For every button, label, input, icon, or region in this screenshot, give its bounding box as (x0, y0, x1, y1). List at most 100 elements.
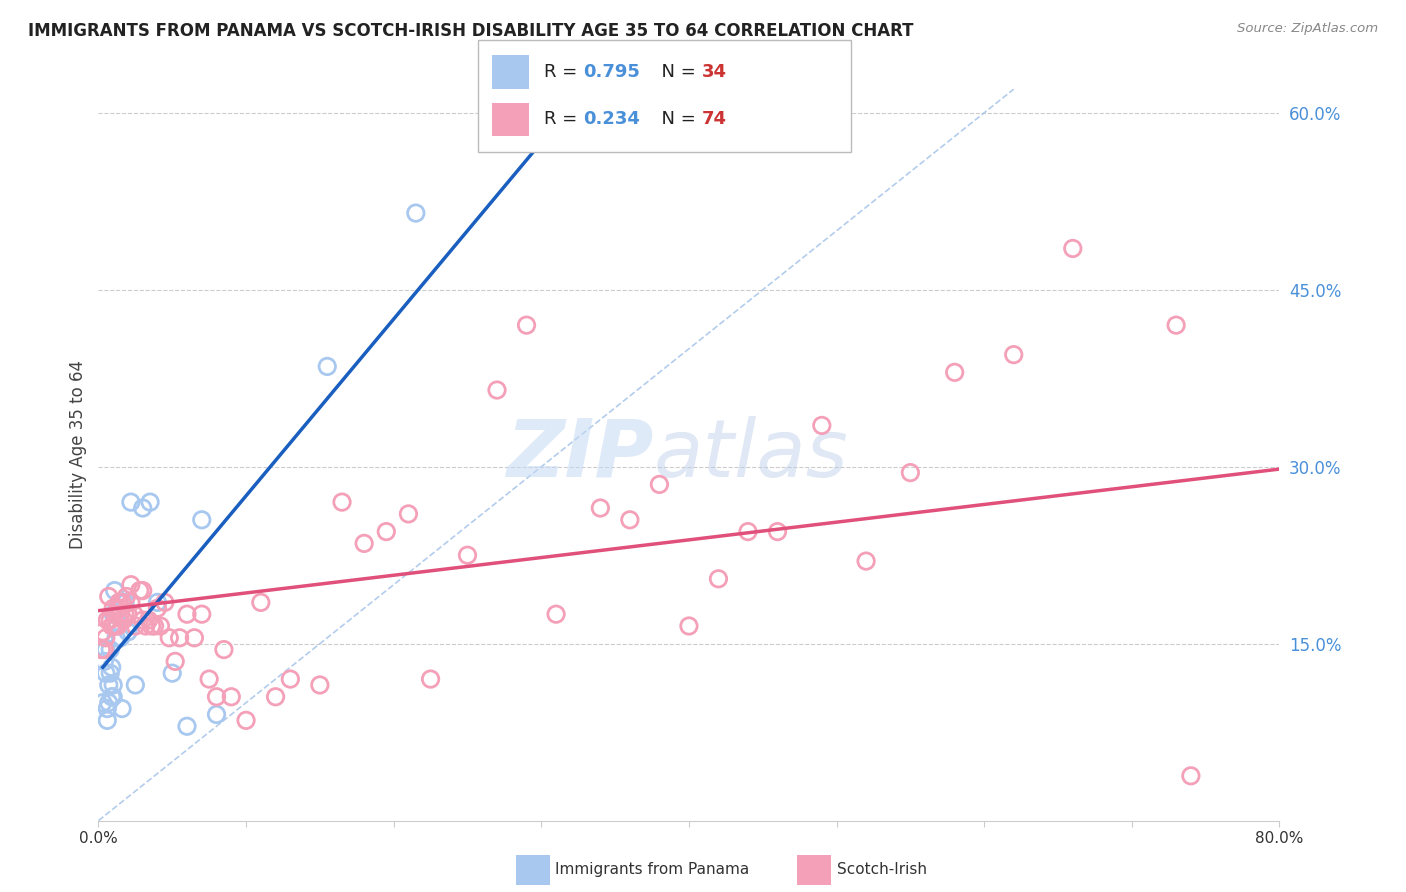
Point (124, 678, 146, 692)
Point (138, 613, 160, 627)
Point (108, 595, 131, 609)
Point (149, 619, 172, 633)
Text: IMMIGRANTS FROM PANAMA VS SCOTCH-IRISH DISABILITY AGE 35 TO 64 CORRELATION CHART: IMMIGRANTS FROM PANAMA VS SCOTCH-IRISH D… (28, 22, 914, 40)
Point (91, 696, 114, 710)
Point (405, 206, 427, 220)
Point (93, 654, 115, 668)
Text: 0.234: 0.234 (583, 111, 640, 128)
Point (124, 619, 146, 633)
Point (176, 607, 198, 622)
Point (135, 619, 157, 633)
Point (96, 714, 118, 728)
Text: Immigrants from Panama: Immigrants from Panama (555, 863, 749, 877)
Point (396, 507, 419, 521)
Point (115, 590, 138, 604)
Point (100, 660, 122, 674)
Point (1062, 242, 1084, 256)
Point (153, 595, 176, 609)
Text: 0.795: 0.795 (583, 63, 640, 81)
Point (855, 554, 877, 568)
Text: Source: ZipAtlas.com: Source: ZipAtlas.com (1237, 22, 1378, 36)
Point (198, 672, 221, 686)
Point (219, 690, 242, 704)
Point (107, 607, 129, 622)
Point (117, 607, 139, 622)
Point (128, 583, 150, 598)
Text: R =: R = (544, 111, 583, 128)
Point (707, 572, 730, 586)
Point (132, 583, 155, 598)
Point (98, 642, 121, 657)
Point (94, 631, 117, 645)
Text: 74: 74 (702, 111, 727, 128)
Point (110, 631, 132, 645)
Point (132, 501, 155, 516)
Point (146, 595, 169, 609)
Point (110, 601, 132, 615)
Point (486, 383, 509, 397)
Point (105, 631, 128, 645)
Point (141, 619, 163, 633)
Point (546, 607, 568, 622)
Point (419, 672, 441, 686)
Point (900, 466, 922, 480)
Point (104, 583, 127, 598)
Point (120, 577, 142, 591)
Point (176, 719, 198, 733)
Point (94, 666, 117, 681)
Text: ZIP: ZIP (506, 416, 654, 494)
Point (120, 495, 142, 509)
Point (108, 595, 131, 609)
Point (94, 642, 117, 657)
Text: N =: N = (650, 63, 702, 81)
Point (98, 613, 121, 627)
Point (1164, 318, 1187, 333)
Point (250, 595, 273, 609)
Point (589, 501, 612, 516)
Point (278, 672, 302, 686)
Point (103, 678, 125, 692)
Point (93, 642, 115, 657)
Point (100, 690, 122, 704)
Point (100, 619, 122, 633)
Point (91, 624, 114, 639)
Point (183, 631, 205, 645)
Text: atlas: atlas (654, 416, 848, 494)
Point (157, 631, 180, 645)
Point (810, 418, 832, 433)
Point (114, 595, 136, 609)
Point (103, 690, 125, 704)
Point (139, 495, 162, 509)
Point (191, 513, 214, 527)
Point (143, 619, 166, 633)
Point (103, 619, 125, 633)
Point (97, 678, 120, 692)
Point (330, 495, 353, 509)
Point (165, 654, 187, 668)
Point (103, 601, 125, 615)
Point (353, 536, 375, 550)
Point (619, 513, 641, 527)
Point (146, 601, 169, 615)
Point (205, 690, 228, 704)
Point (122, 607, 145, 622)
Point (117, 624, 139, 639)
Point (162, 666, 183, 681)
Point (212, 642, 235, 657)
Point (648, 477, 671, 491)
Point (96, 613, 118, 627)
Point (943, 365, 966, 379)
Point (456, 548, 478, 562)
Point (205, 707, 228, 722)
Point (264, 690, 287, 704)
Point (169, 631, 191, 645)
Text: Scotch-Irish: Scotch-Irish (837, 863, 927, 877)
Point (110, 607, 132, 622)
Point (103, 607, 125, 622)
Point (114, 607, 136, 622)
Point (678, 619, 700, 633)
Point (316, 359, 339, 374)
Y-axis label: Disability Age 35 to 64: Disability Age 35 to 64 (69, 360, 87, 549)
Text: R =: R = (544, 63, 583, 81)
Point (107, 619, 129, 633)
